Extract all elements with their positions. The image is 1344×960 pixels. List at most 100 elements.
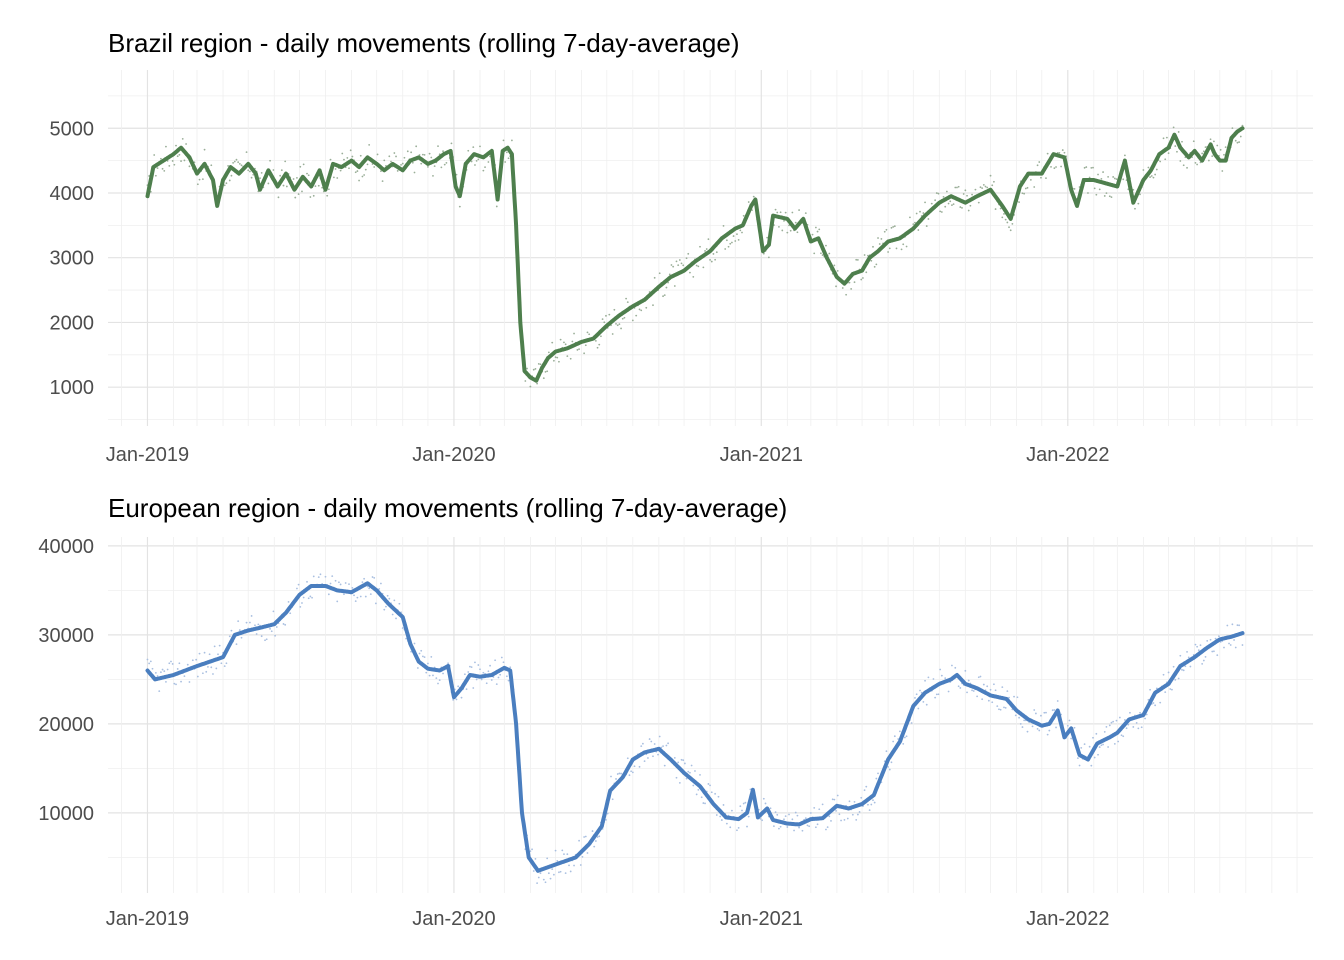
daily-point: [393, 599, 396, 602]
daily-point: [979, 675, 982, 678]
daily-point: [796, 814, 799, 817]
daily-point: [783, 818, 785, 821]
daily-point: [1098, 746, 1101, 748]
y-tick-label: 1000: [50, 377, 95, 399]
daily-point: [564, 872, 567, 875]
daily-point: [776, 211, 779, 214]
daily-point: [149, 660, 152, 663]
daily-point: [741, 231, 743, 234]
daily-point: [744, 801, 747, 804]
daily-point: [915, 693, 918, 696]
daily-point: [887, 251, 890, 253]
daily-point: [658, 272, 661, 275]
daily-point: [1040, 714, 1042, 717]
daily-point: [642, 742, 644, 745]
daily-point: [1011, 222, 1014, 225]
daily-point: [626, 757, 629, 760]
daily-point: [532, 870, 535, 872]
daily-point: [895, 247, 898, 250]
daily-point: [616, 324, 619, 327]
daily-point: [210, 666, 213, 669]
daily-point: [148, 662, 151, 665]
daily-point: [173, 163, 176, 166]
daily-point: [1129, 711, 1131, 714]
daily-point: [971, 193, 973, 196]
daily-point: [252, 173, 255, 176]
daily-point: [776, 813, 779, 816]
daily-point: [1197, 649, 1200, 652]
daily-point: [615, 778, 617, 780]
daily-point: [902, 742, 905, 745]
rolling-average-line: [145, 581, 1245, 873]
daily-point: [1134, 207, 1136, 210]
daily-point: [991, 701, 994, 704]
daily-point: [432, 174, 434, 177]
daily-point: [924, 201, 926, 204]
daily-point: [489, 664, 491, 667]
daily-point: [742, 802, 745, 805]
daily-point: [959, 206, 962, 208]
daily-point: [900, 248, 903, 251]
daily-point: [1078, 764, 1081, 767]
daily-point: [769, 807, 772, 810]
daily-point: [635, 314, 638, 317]
daily-point: [610, 775, 612, 778]
daily-point: [546, 370, 549, 373]
daily-point: [804, 212, 807, 215]
daily-point: [1102, 171, 1104, 173]
daily-point: [927, 218, 930, 220]
daily-point: [532, 368, 535, 371]
daily-point: [1092, 166, 1094, 169]
daily-point: [945, 190, 948, 193]
daily-point: [645, 306, 648, 309]
daily-point: [618, 772, 621, 775]
daily-point: [668, 273, 671, 276]
daily-point: [1076, 757, 1079, 760]
daily-point: [470, 666, 473, 668]
daily-point: [1045, 711, 1047, 714]
daily-point: [633, 765, 636, 768]
daily-point: [249, 170, 251, 173]
daily-point: [850, 288, 853, 290]
daily-point: [1216, 144, 1219, 147]
daily-point: [401, 627, 404, 629]
daily-point: [296, 587, 298, 590]
daily-point: [1046, 733, 1049, 736]
daily-point: [825, 244, 827, 247]
daily-point: [683, 762, 686, 765]
daily-point: [909, 216, 911, 219]
daily-point: [307, 174, 310, 177]
daily-point: [700, 796, 703, 799]
daily-point: [989, 688, 992, 691]
daily-point: [343, 593, 345, 596]
daily-point: [890, 226, 893, 229]
daily-point: [1162, 673, 1165, 676]
daily-point: [893, 225, 896, 228]
daily-point: [539, 363, 542, 366]
daily-point: [1097, 173, 1099, 176]
daily-point: [1152, 176, 1155, 179]
daily-point: [1124, 719, 1126, 721]
daily-point: [591, 830, 594, 832]
daily-point: [393, 152, 396, 154]
daily-point: [1006, 690, 1009, 692]
daily-point: [1228, 642, 1230, 645]
daily-point: [554, 849, 557, 852]
daily-point: [784, 815, 787, 817]
daily-point: [640, 309, 643, 312]
daily-point: [390, 160, 392, 163]
daily-point: [1172, 665, 1175, 668]
daily-point: [737, 239, 740, 241]
daily-point: [675, 260, 678, 263]
daily-point: [361, 581, 364, 584]
daily-point: [1144, 717, 1146, 720]
daily-point: [581, 855, 584, 858]
daily-point: [1147, 166, 1150, 169]
daily-point: [1145, 713, 1148, 716]
daily-point: [888, 768, 891, 771]
daily-point: [1026, 186, 1029, 189]
daily-point: [495, 205, 498, 208]
daily-point: [954, 666, 957, 669]
daily-point: [922, 701, 925, 703]
daily-point: [346, 157, 349, 159]
